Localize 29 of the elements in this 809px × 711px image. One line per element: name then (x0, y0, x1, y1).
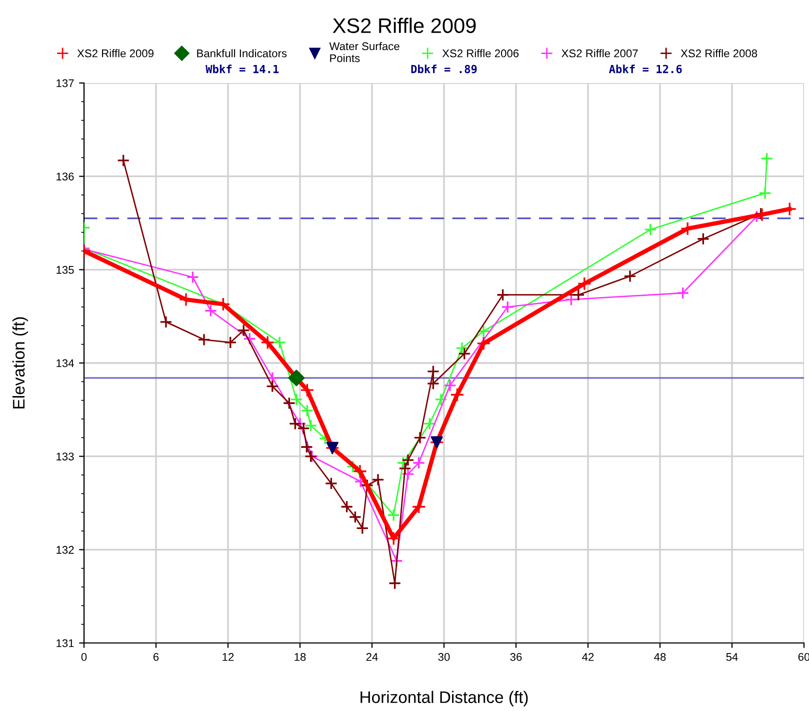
legend-label: XS2 Riffle 2009 (77, 49, 154, 58)
y-tick-label: 133 (56, 452, 74, 460)
x-tick-label: 30 (438, 653, 450, 661)
legend-label: XS2 Riffle 2008 (680, 49, 758, 58)
y-axis-title: Elevation (ft) (12, 317, 28, 408)
x-tick-label: 18 (294, 653, 306, 661)
x-tick-label: 54 (726, 653, 738, 661)
x-axis-title: Horizontal Distance (ft) (360, 690, 528, 706)
x-tick-label: 36 (510, 653, 522, 661)
legend-label: XS2 Riffle 2006 (442, 49, 519, 58)
x-tick-label: 42 (582, 653, 594, 661)
text: Abkf = 12.6 (608, 64, 682, 74)
legend-label: XS2 Riffle 2007 (562, 49, 638, 58)
legend-label: Bankfull Indicators (197, 49, 287, 58)
x-tick-label: 48 (654, 653, 666, 661)
y-tick-label: 132 (56, 546, 74, 554)
y-tick-label: 136 (56, 172, 74, 180)
y-tick-label: 134 (56, 359, 74, 368)
y-tick-label: 135 (56, 266, 74, 274)
text: Wbkf = 14.1 (206, 64, 279, 74)
text: Dbkf = .89 (411, 64, 477, 74)
legend-label: Water Surface Points (329, 42, 400, 62)
x-tick-label: 6 (153, 653, 159, 661)
x-tick-label: 12 (222, 653, 234, 661)
x-tick-label: 0 (81, 653, 87, 661)
chart-title: XS2 Riffle 2009 (332, 18, 476, 34)
x-tick-label: 24 (366, 653, 378, 661)
y-tick-label: 137 (56, 79, 74, 88)
y-tick-label: 131 (56, 639, 74, 648)
